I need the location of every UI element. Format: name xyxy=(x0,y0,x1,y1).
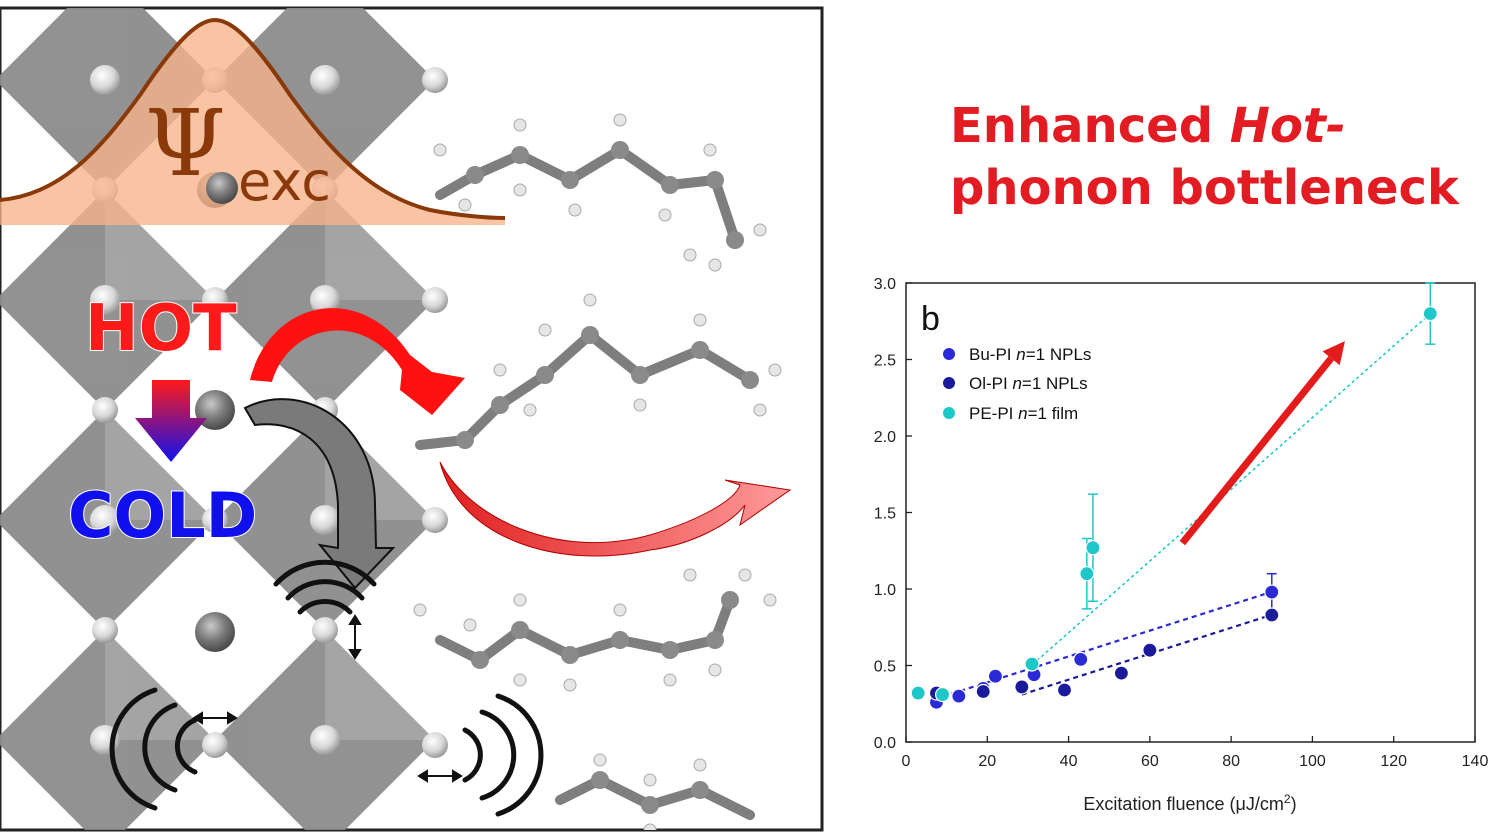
exciton-wavefunction xyxy=(0,17,506,225)
data-point xyxy=(1085,540,1101,556)
headline: Enhanced Hot- phonon bottleneck xyxy=(950,95,1470,219)
hot-to-cold-arrow xyxy=(135,380,207,462)
headline-line-2: phonon bottleneck xyxy=(950,160,1459,216)
hot-transfer-arrow xyxy=(250,308,465,415)
vibration-waves-bottom-right xyxy=(462,693,544,817)
data-point xyxy=(1073,651,1089,667)
data-point xyxy=(1056,682,1073,698)
psi-subscript: exc xyxy=(238,150,331,213)
y-tick-labels: 0.0 0.5 1.0 1.5 2.0 2.5 3.0 xyxy=(874,276,896,752)
x-tick-label: 40 xyxy=(1060,753,1078,770)
fit-lines xyxy=(934,313,1431,701)
legend-marker-pe-pi xyxy=(943,407,955,419)
vibration-arrow-left xyxy=(192,711,238,725)
data-point xyxy=(951,688,967,704)
x-tick-label: 100 xyxy=(1299,753,1326,770)
vibration-waves-left xyxy=(109,687,198,811)
x-tick-label: 0 xyxy=(902,753,911,770)
trend-arrow-head xyxy=(1322,341,1345,366)
hot-phonon-illustration: Ψ exc HOT COLD xyxy=(0,6,824,832)
data-point xyxy=(1264,607,1280,623)
data-point xyxy=(975,683,991,700)
data-point xyxy=(1264,584,1280,600)
x-tick-label: 140 xyxy=(1462,753,1489,770)
data-point xyxy=(987,668,1004,684)
x-tick-label: 120 xyxy=(1380,753,1407,770)
headline-prefix: Enhanced xyxy=(950,98,1230,154)
legend-marker-bu-pi xyxy=(943,348,955,360)
legend: Bu-PI n=1 NPLs Ol-PI n=1 NPLs PE-PI n=1 … xyxy=(943,345,1091,423)
vibration-arrow-vertical xyxy=(348,614,362,660)
phonon-decay-arrow xyxy=(243,398,396,590)
x-tick-label: 60 xyxy=(1141,753,1159,770)
trend-arrow-shaft xyxy=(1179,356,1334,546)
x-tick-labels: 0 20 40 60 80 100 120 140 xyxy=(902,753,1489,770)
hot-label: HOT xyxy=(85,292,237,366)
legend-label-ol-pi: Ol-PI n=1 NPLs xyxy=(969,374,1088,393)
x-tick-label: 20 xyxy=(978,753,996,770)
y-tick-label: 2.5 xyxy=(874,353,896,370)
headline-line-1: Enhanced Hot- xyxy=(950,95,1470,157)
data-point xyxy=(1142,642,1158,658)
headline-italic: Hot- xyxy=(1229,98,1346,154)
legend-label-bu-pi: Bu-PI n=1 NPLs xyxy=(969,345,1091,364)
data-point xyxy=(934,686,951,703)
data-points xyxy=(910,305,1438,710)
tick-marks xyxy=(905,282,1476,743)
trend-arrow xyxy=(1179,341,1345,546)
y-tick-label: 0.0 xyxy=(874,735,896,752)
y-tick-label: 0.5 xyxy=(874,659,896,676)
y-tick-label: 3.0 xyxy=(874,276,896,293)
y-tick-label: 2.0 xyxy=(874,429,896,446)
fluence-chart: 0 20 40 60 80 100 120 140 0.0 0.5 1.0 1.5 2.0 2.5 3.0… xyxy=(874,276,1489,814)
panel-label: b xyxy=(921,300,940,338)
data-point xyxy=(910,685,926,701)
plot-frame xyxy=(905,282,1476,743)
x-tick-label: 80 xyxy=(1222,753,1240,770)
psi-symbol: Ψ xyxy=(145,90,226,197)
legend-marker-ol-pi xyxy=(943,377,955,389)
data-point xyxy=(1113,665,1130,681)
y-tick-label: 1.5 xyxy=(874,506,896,523)
legend-label-pe-pi: PE-PI n=1 film xyxy=(969,404,1078,423)
vibration-arrow-bottom xyxy=(417,769,463,783)
y-tick-label: 1.0 xyxy=(874,582,896,599)
data-point xyxy=(1024,656,1040,672)
x-axis-title: Excitation fluence (μJ/cm2) xyxy=(1083,792,1296,814)
ligand-atoms xyxy=(413,113,782,830)
data-point xyxy=(1014,679,1030,695)
cold-label: COLD xyxy=(68,479,257,552)
vibration-waves-right xyxy=(273,559,377,615)
data-point xyxy=(1422,305,1438,322)
ligand-transfer-arrow xyxy=(439,461,792,557)
data-point xyxy=(1079,566,1095,582)
fit-line xyxy=(934,589,1277,701)
